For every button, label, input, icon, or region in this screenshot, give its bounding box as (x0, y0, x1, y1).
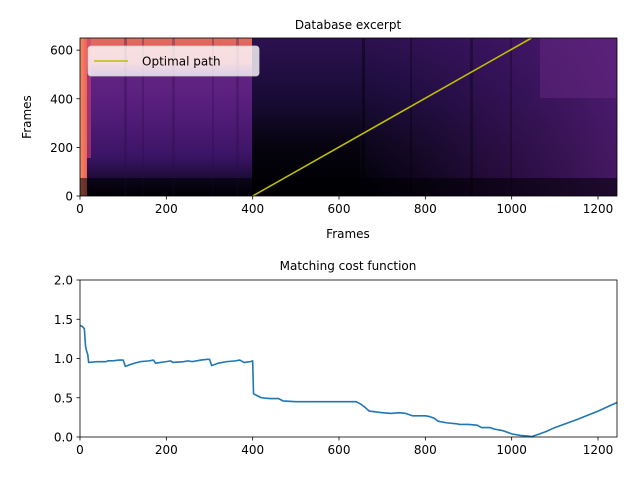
cost-y-tick-label: 0.5 (54, 391, 73, 405)
heatmap-y-tick-label: 600 (50, 44, 73, 58)
heatmap-series-layer (252, 37, 532, 197)
legend: Optimal path (87, 45, 260, 77)
heatmap-x-tick-label: 1200 (583, 202, 614, 216)
heatmap-axes: Database excerpt 0 200 400 600 800 1000 1200 0… (20, 18, 618, 241)
heatmap-x-tick-label: 1000 (496, 202, 527, 216)
optimal-path-line (252, 37, 532, 197)
cost-x-tick-label: 400 (241, 443, 264, 457)
heatmap-x-tick-label: 0 (76, 202, 84, 216)
heatmap-x-tick-label: 400 (241, 202, 264, 216)
heatmap-y-tick-label: 400 (50, 92, 73, 106)
cost-x-tick-label: 1200 (583, 443, 614, 457)
heatmap-title: Database excerpt (295, 18, 402, 32)
heatmap-y-tick-label: 200 (50, 141, 73, 155)
heatmap-frame (79, 37, 618, 197)
cost-axes: Matching cost function 0 200 400 600 800 1000… (54, 259, 618, 457)
cost-x-tick-label: 200 (155, 443, 178, 457)
heatmap-y-axis-label: Frames (20, 95, 34, 139)
heatmap-x-tick-label: 200 (155, 202, 178, 216)
heatmap-y-tick-label: 0 (65, 190, 73, 204)
cost-y-tick-label: 1.5 (54, 313, 73, 327)
legend-label-optimal-path: Optimal path (142, 55, 221, 69)
heatmap-y-ticks: 0 200 400 600 (50, 44, 80, 204)
cost-y-ticks: 0.0 0.5 1.0 1.5 2.0 (54, 274, 80, 445)
cost-y-tick-label: 0.0 (54, 431, 73, 445)
cost-line (79, 324, 618, 438)
cost-series-layer (79, 324, 618, 438)
cost-frame (79, 279, 618, 438)
cost-x-tick-label: 0 (76, 443, 84, 457)
heatmap-x-ticks: 0 200 400 600 800 1000 1200 (76, 196, 613, 216)
heatmap-x-tick-label: 600 (328, 202, 351, 216)
cost-x-tick-label: 800 (414, 443, 437, 457)
cost-chart-title: Matching cost function (280, 259, 417, 273)
cost-x-tick-label: 600 (328, 443, 351, 457)
cost-y-tick-label: 2.0 (54, 274, 73, 288)
legend-box (87, 45, 260, 77)
cost-x-tick-label: 1000 (496, 443, 527, 457)
cost-x-ticks: 0 200 400 600 800 1000 1200 (76, 437, 613, 457)
heatmap-x-axis-label: Frames (326, 227, 370, 241)
heatmap-x-tick-label: 800 (414, 202, 437, 216)
cost-y-tick-label: 1.0 (54, 352, 73, 366)
